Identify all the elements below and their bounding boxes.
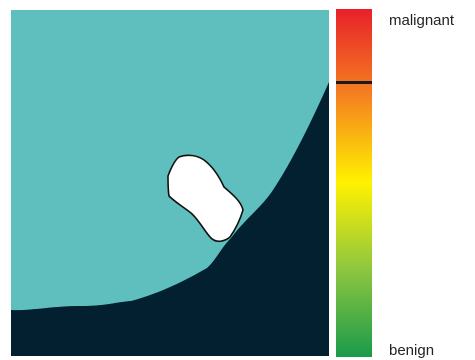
lesion-image xyxy=(11,10,329,356)
risk-scale-bar xyxy=(336,9,372,357)
lesion-shape xyxy=(167,154,244,243)
dark-region xyxy=(11,82,329,356)
malignant-label: malignant xyxy=(389,12,455,29)
benign-label: benign xyxy=(389,342,435,359)
risk-level-marker xyxy=(336,80,372,84)
